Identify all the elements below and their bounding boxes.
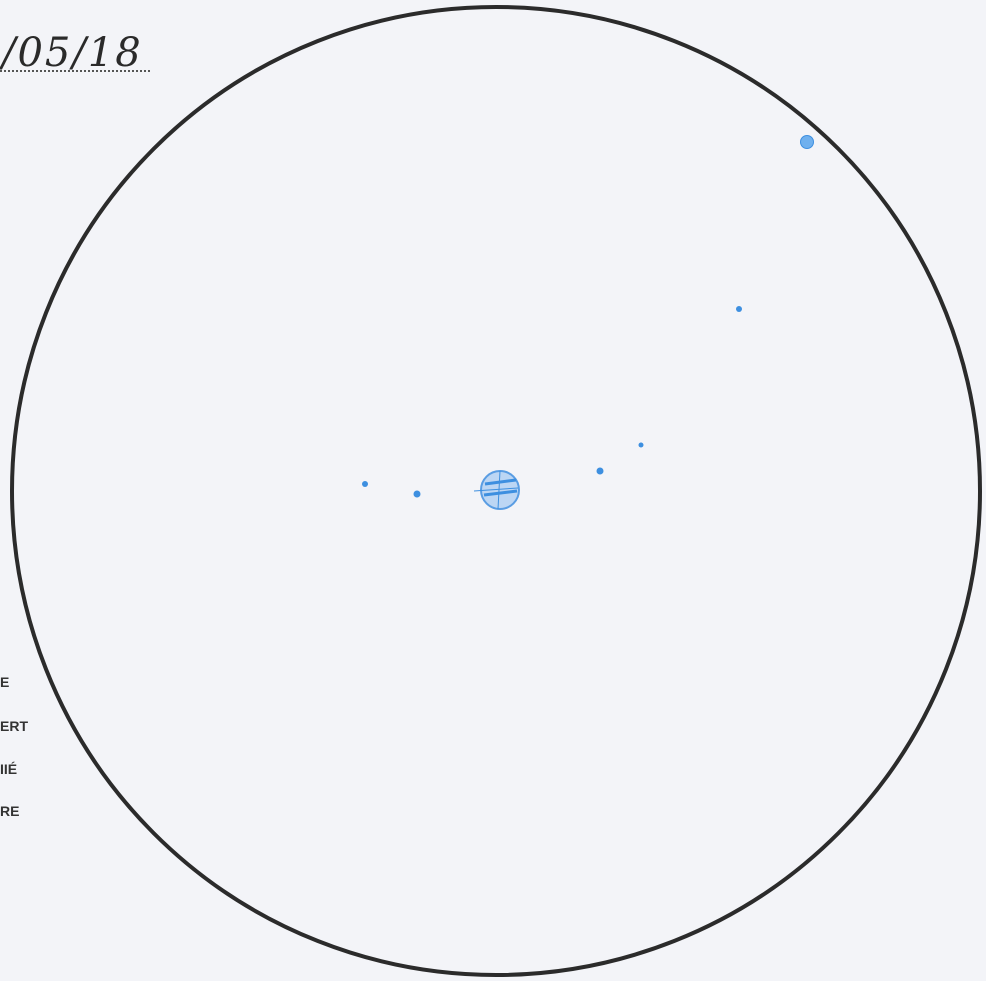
date-underline [0,70,150,72]
star-dot [736,306,742,312]
legend-item-4: RE [0,803,20,819]
moon-dot [638,442,644,448]
star-dot [800,135,814,149]
moon-dot [362,481,368,487]
moon-dot [413,490,421,498]
observation-date: /05/18 [2,30,143,76]
legend-item-3: IIÉ [0,761,18,777]
legend-item-1: E [0,674,10,690]
field-of-view-circle [10,5,982,977]
legend-item-2: ERT [0,718,28,734]
moon-dot [596,467,604,475]
planet-disc [473,470,520,510]
